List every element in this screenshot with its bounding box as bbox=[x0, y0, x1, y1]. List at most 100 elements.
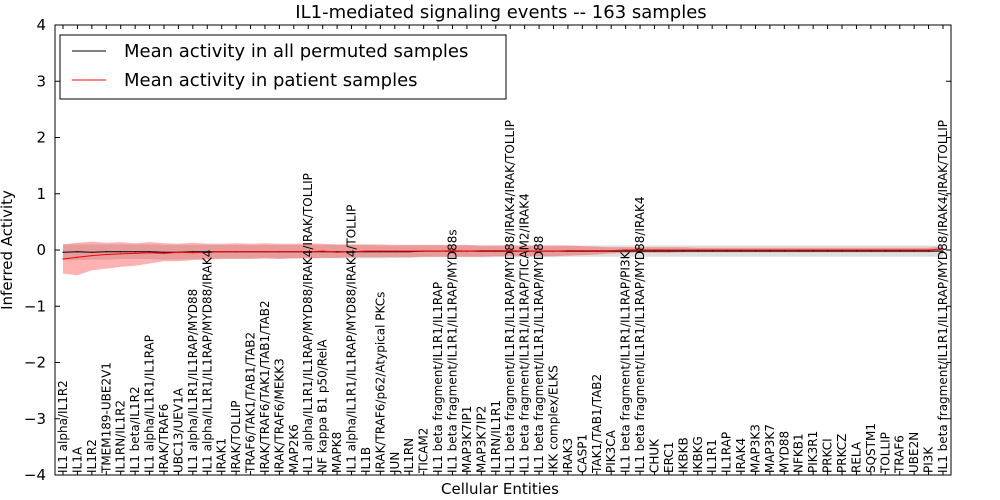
x-category-label: TAK1/TAB1/TAB2 bbox=[590, 374, 604, 474]
x-category-label: IL1 alpha/IL1R1/IL1RAP/MYD88/IRAK4/TOLLI… bbox=[345, 205, 359, 473]
chart-title: IL1-mediated signaling events -- 163 sam… bbox=[295, 2, 706, 23]
x-axis-label: Cellular Entities bbox=[441, 480, 559, 498]
x-category-label: SQSTM1 bbox=[864, 423, 878, 473]
x-category-label: TOLLIP bbox=[878, 432, 892, 474]
data-point bbox=[610, 250, 612, 252]
data-point bbox=[812, 249, 814, 251]
data-point bbox=[798, 249, 800, 251]
x-axis-ticks bbox=[62, 25, 944, 475]
data-point bbox=[249, 251, 252, 253]
x-category-label: IL1 beta fragment/IL1R1/IL1RAP/MYD88/IRA… bbox=[503, 120, 517, 473]
data-point bbox=[552, 250, 555, 252]
data-point bbox=[394, 250, 396, 252]
data-point bbox=[726, 249, 728, 251]
x-category-label: UBC13/UEV1A bbox=[171, 387, 185, 473]
data-point bbox=[149, 251, 151, 253]
y-tick-label: −3 bbox=[24, 410, 46, 428]
x-category-label: IL1 beta fragment/IL1R1/IL1RAP/TICAM2/IR… bbox=[518, 193, 532, 473]
data-point bbox=[697, 250, 699, 252]
data-point bbox=[163, 251, 165, 253]
data-point bbox=[480, 250, 482, 252]
x-category-label: CASP1 bbox=[575, 434, 589, 473]
data-point bbox=[783, 249, 785, 251]
x-category-label: CHUK bbox=[647, 438, 661, 473]
x-category-label: MYD88 bbox=[777, 431, 791, 473]
x-category-label: IL1RN bbox=[402, 438, 416, 473]
y-tick-label: −4 bbox=[24, 466, 46, 484]
data-point bbox=[899, 250, 901, 252]
x-category-label: IL1A bbox=[70, 446, 84, 473]
data-point bbox=[639, 250, 641, 252]
data-point bbox=[538, 250, 540, 252]
data-point bbox=[942, 250, 944, 252]
x-category-label: MAPK8 bbox=[330, 432, 344, 473]
data-point bbox=[653, 250, 656, 252]
x-category-label: IL1RN/IL1R1 bbox=[489, 400, 503, 473]
data-point bbox=[264, 251, 266, 253]
data-point bbox=[855, 250, 858, 252]
data-point bbox=[76, 251, 78, 253]
x-category-label: IL1 alpha/IL1R1/IL1RAP/MYD88/IRAK4 bbox=[200, 250, 214, 473]
data-point bbox=[870, 249, 872, 251]
y-tick-label: 4 bbox=[36, 16, 46, 34]
x-category-label: IL1 beta fragment/IL1R1/IL1RAP/PI3K bbox=[619, 250, 633, 473]
data-point bbox=[134, 251, 136, 253]
data-point bbox=[206, 251, 208, 253]
data-point bbox=[668, 250, 670, 252]
data-point bbox=[928, 249, 930, 251]
x-category-label: IRAK1 bbox=[215, 438, 229, 473]
x-category-label: IL1RAP bbox=[720, 432, 734, 473]
data-point bbox=[336, 251, 338, 253]
x-category-label: IL1 beta fragment/IL1R1/IL1RAP/MYD88/IRA… bbox=[633, 196, 647, 473]
data-point bbox=[466, 250, 468, 252]
x-category-label: IRAK/TRAF6 bbox=[157, 404, 171, 473]
data-point bbox=[192, 251, 194, 253]
data-point bbox=[120, 251, 122, 253]
data-point bbox=[841, 249, 843, 251]
data-point bbox=[827, 250, 829, 252]
data-point bbox=[783, 250, 785, 252]
x-category-label: IRAK/TRAF6/TAK1/TAB1/TAB2 bbox=[258, 300, 272, 473]
y-axis-ticks: −4 −3 −2 −1 0 1 2 3 4 bbox=[24, 16, 951, 484]
data-point bbox=[596, 250, 598, 252]
data-point bbox=[91, 251, 93, 253]
data-point bbox=[653, 249, 656, 251]
x-category-label: IL1 alpha/IL1R1/IL1RAP bbox=[143, 335, 157, 473]
x-category-label: MAP3K7IP2 bbox=[474, 406, 488, 473]
data-point bbox=[62, 258, 64, 260]
data-point bbox=[524, 250, 526, 252]
data-point bbox=[899, 249, 901, 251]
series-line-patient bbox=[62, 248, 944, 260]
data-point bbox=[740, 250, 742, 252]
data-point bbox=[639, 249, 641, 251]
data-point bbox=[62, 251, 64, 253]
data-point bbox=[567, 250, 569, 252]
data-point bbox=[754, 249, 757, 251]
x-category-label: PRKCZ bbox=[835, 434, 849, 473]
data-point bbox=[278, 251, 280, 253]
data-point bbox=[884, 250, 886, 252]
data-point bbox=[928, 250, 930, 252]
data-point bbox=[423, 250, 425, 252]
data-point bbox=[134, 252, 136, 254]
data-point bbox=[769, 249, 771, 251]
x-category-labels: IL1 alpha/IL1R2 IL1A IL1R2 TMEM189-UBE2V1 IL… bbox=[56, 120, 950, 474]
x-category-label: JUN bbox=[388, 452, 402, 474]
data-point bbox=[105, 251, 107, 253]
x-category-label: UBE2N bbox=[907, 432, 921, 473]
data-point bbox=[437, 250, 439, 252]
data-point bbox=[884, 249, 886, 251]
data-point bbox=[509, 250, 511, 252]
x-category-label: IRAK3 bbox=[561, 438, 575, 473]
data-point bbox=[625, 249, 627, 251]
x-category-label: MAP3K7IP1 bbox=[460, 406, 474, 473]
x-category-label: PIK3R1 bbox=[806, 431, 820, 473]
series-lines bbox=[62, 248, 944, 260]
x-category-label: TRAF6/TAK1/TAB1/TAB2 bbox=[244, 332, 258, 474]
x-category-label: MAP2K6 bbox=[287, 424, 301, 473]
x-category-label: IL1 beta fragment/IL1R1/IL1RAP/MYD88/IRA… bbox=[936, 120, 950, 473]
y-tick-label: 2 bbox=[36, 129, 46, 147]
x-category-label: IL1R1 bbox=[705, 439, 719, 473]
x-category-label: IL1 alpha/IL1R1/IL1RAP/MYD88 bbox=[186, 289, 200, 473]
